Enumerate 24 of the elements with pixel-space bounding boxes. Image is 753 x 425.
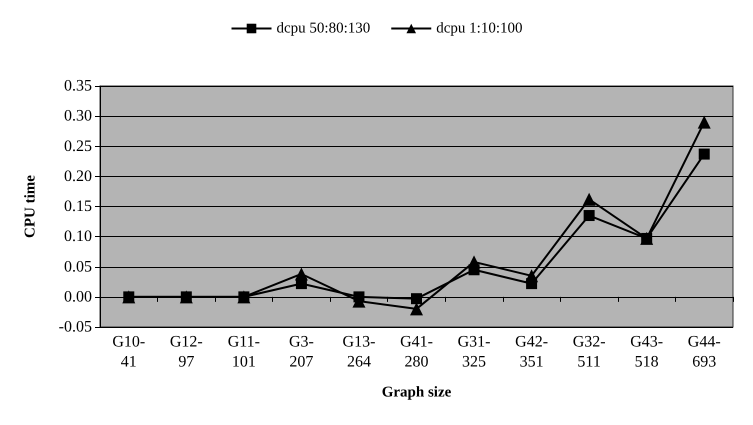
y-tick-label: 0.30 bbox=[64, 108, 92, 125]
x-tick-label: G44- 693 bbox=[688, 334, 721, 370]
x-tick-label: G32- 511 bbox=[572, 334, 606, 370]
x-tick-label: G12- 97 bbox=[170, 334, 203, 370]
y-axis-title: CPU time bbox=[22, 174, 38, 238]
x-tick-label: G3- 207 bbox=[288, 334, 314, 370]
x-tick-label: G41- 280 bbox=[400, 334, 433, 370]
y-tick-label: 0.00 bbox=[64, 288, 92, 306]
y-tick-label: 0.10 bbox=[64, 228, 92, 246]
y-tick-label: 0.35 bbox=[64, 78, 92, 94]
y-tick-label: 0.15 bbox=[64, 198, 92, 215]
x-tick-label: G43- 518 bbox=[630, 334, 664, 370]
y-tick-label: -0.05 bbox=[58, 318, 92, 336]
x-tick-label: G11- 101 bbox=[228, 334, 260, 370]
y-tick-label: 0.05 bbox=[64, 258, 92, 276]
x-tick-label: G42- 351 bbox=[515, 334, 548, 370]
x-tick-label: G10- 41 bbox=[112, 334, 146, 370]
x-tick-label: G13- 264 bbox=[342, 334, 376, 370]
x-axis-title: Graph size bbox=[382, 384, 452, 400]
y-tick-label: 0.25 bbox=[64, 138, 92, 155]
legend-label: dcpu 50:80:130 bbox=[276, 20, 370, 36]
y-tick-label: 0.20 bbox=[64, 168, 92, 185]
x-tick-label: G31- 325 bbox=[458, 334, 490, 370]
legend-label: dcpu 1:10:100 bbox=[436, 20, 522, 36]
